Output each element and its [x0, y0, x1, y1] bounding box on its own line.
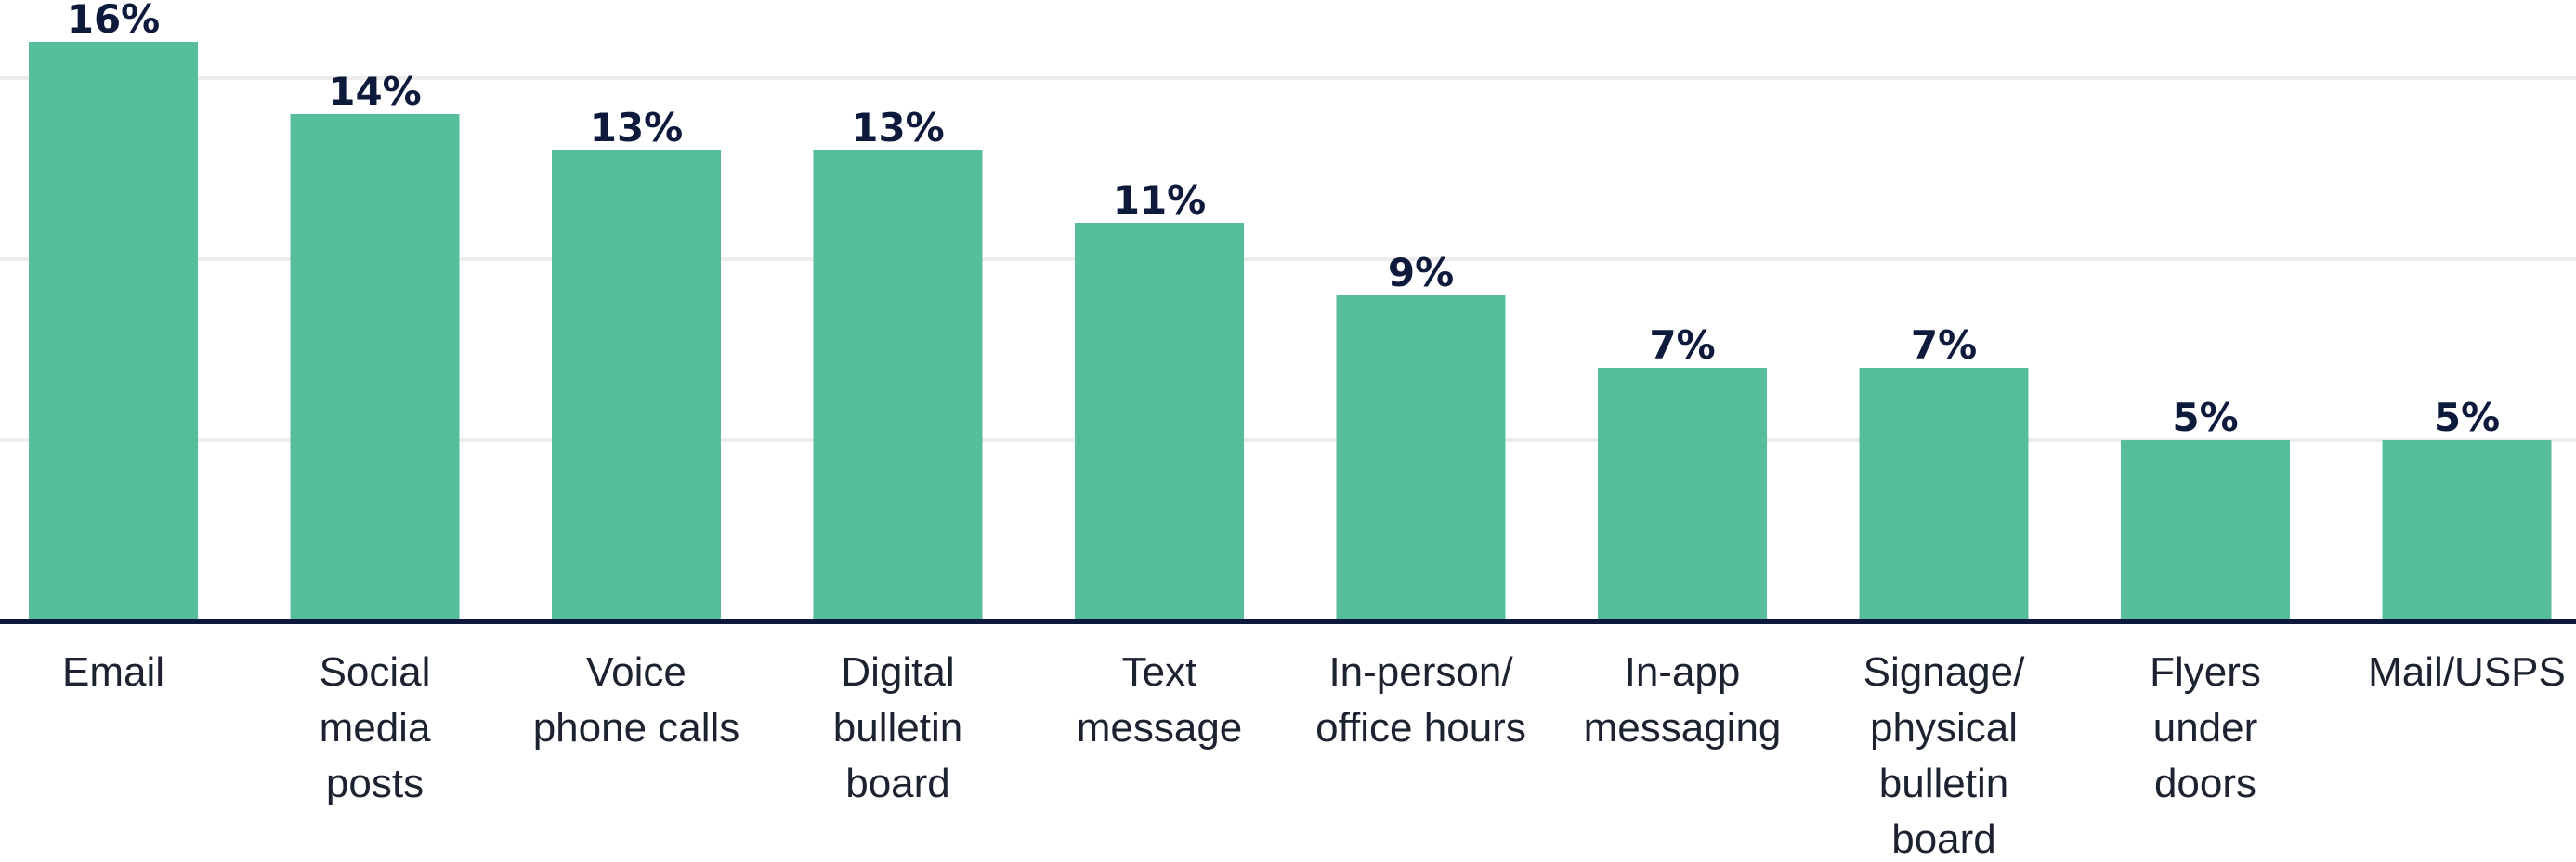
- category-label: Digital bulletin board: [833, 649, 962, 806]
- value-label: 5%: [2172, 395, 2238, 440]
- category-label: Signage/physical bulletin board: [1863, 649, 2025, 862]
- value-label: 7%: [1911, 322, 1977, 368]
- category-label-line: In-app: [1625, 649, 1741, 695]
- bar: [813, 150, 983, 621]
- category-label-line: Text: [1122, 649, 1197, 695]
- value-labels: 16% 14% 13% 13% 11% 9% 7% 7% 5% 5%: [67, 0, 2500, 440]
- category-label-line: Mail/USPS: [2368, 649, 2566, 695]
- category-label-line: board: [845, 761, 950, 806]
- category-label-line: physical: [1870, 705, 2018, 751]
- bar: [552, 150, 721, 621]
- category-label-line: doors: [2154, 761, 2256, 806]
- category-label-line: phone calls: [533, 705, 740, 751]
- value-label: 16%: [67, 0, 161, 42]
- value-label: 11%: [1113, 177, 1207, 223]
- category-label-line: media: [320, 705, 431, 751]
- bar: [1075, 223, 1244, 621]
- category-label-line: Voice: [586, 649, 686, 695]
- category-label: Mail/USPS: [2368, 649, 2566, 695]
- value-label: 7%: [1649, 322, 1715, 368]
- category-label: Voice phone calls: [533, 649, 740, 751]
- bar: [2121, 440, 2290, 621]
- category-label: Email: [62, 649, 164, 695]
- value-label: 9%: [1388, 250, 1454, 295]
- bars: [29, 42, 2552, 621]
- category-label-line: message: [1077, 705, 1243, 751]
- category-label: Social media posts: [320, 649, 431, 806]
- category-label-line: Signage/: [1863, 649, 2025, 695]
- value-label: 14%: [328, 69, 422, 114]
- category-label-line: office hours: [1315, 705, 1526, 751]
- bar: [2382, 440, 2552, 621]
- category-label: In-person/office hours: [1315, 649, 1526, 751]
- bar: [29, 42, 198, 621]
- category-label: Text message: [1077, 649, 1243, 751]
- bar: [1336, 295, 1506, 621]
- category-label-line: bulletin: [1879, 761, 2008, 806]
- category-label-line: bulletin: [833, 705, 962, 751]
- bar: [290, 114, 460, 621]
- bar: [1598, 368, 1767, 621]
- category-label-line: Flyers: [2150, 649, 2261, 695]
- category-label-line: board: [1891, 816, 1996, 862]
- category-label-line: Social: [320, 649, 431, 695]
- category-labels: Email Social media posts Voice phone calls Dig…: [62, 649, 2566, 862]
- bar: [1859, 368, 2029, 621]
- category-label-line: messaging: [1584, 705, 1782, 751]
- category-label-line: posts: [326, 761, 424, 806]
- category-label: In-app messaging: [1584, 649, 1782, 751]
- value-label: 13%: [590, 105, 684, 150]
- category-label: Flyers under doors: [2150, 649, 2261, 806]
- value-label: 5%: [2434, 395, 2500, 440]
- category-label-line: Digital: [841, 649, 954, 695]
- category-label-line: In-person/: [1328, 649, 1513, 695]
- category-label-line: Email: [62, 649, 164, 695]
- value-label: 13%: [851, 105, 945, 150]
- category-label-line: under: [2153, 705, 2258, 751]
